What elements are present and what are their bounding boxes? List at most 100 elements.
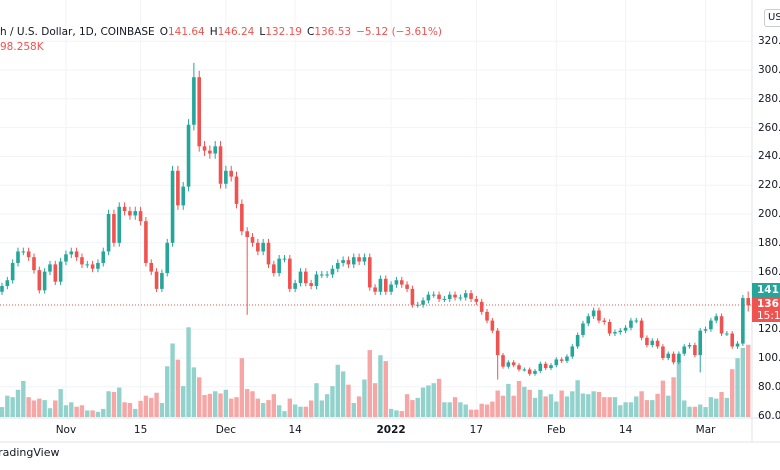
chart-legend: h / U.S. Dollar, 1D, COINBASE O141.64 H146…	[0, 26, 447, 53]
candle	[341, 256, 345, 267]
candle	[581, 320, 585, 338]
candle-body	[37, 270, 42, 291]
candle-body	[389, 284, 393, 292]
candle-body	[64, 254, 68, 262]
volume-bar	[255, 398, 261, 417]
candle	[5, 276, 10, 290]
candle-body	[53, 264, 58, 282]
candle	[474, 295, 479, 305]
volume-bar	[500, 395, 506, 417]
volume-bar	[634, 396, 639, 417]
volume-bar	[442, 402, 447, 417]
candle-body	[549, 365, 553, 369]
candle	[378, 275, 383, 295]
volume-bar	[511, 395, 516, 417]
volume-bar	[596, 392, 602, 417]
candle-body	[346, 260, 351, 265]
low-value: 132.19	[265, 26, 302, 38]
volume-bar	[543, 396, 548, 417]
candle	[661, 344, 665, 361]
candle	[442, 295, 447, 303]
candle-body	[90, 264, 95, 269]
candle-body	[106, 214, 111, 252]
candle	[288, 254, 292, 293]
candle	[437, 291, 441, 303]
candle	[389, 281, 393, 295]
y-tick-label: 160.00	[758, 265, 780, 278]
candle	[112, 209, 116, 247]
candle	[725, 330, 729, 337]
candle	[117, 202, 122, 247]
candle-body	[272, 264, 276, 274]
volume-bar	[69, 402, 74, 417]
volume-bar	[159, 403, 165, 417]
volume-bar	[586, 394, 591, 417]
candle	[453, 291, 457, 301]
candle	[96, 259, 100, 273]
candle-body	[144, 221, 148, 263]
candle	[373, 284, 377, 295]
candle-body	[234, 176, 239, 204]
volume-bar	[580, 393, 586, 417]
tradingview-brand[interactable]: TradingView	[0, 446, 60, 459]
volume-bar	[618, 405, 623, 417]
candle-body	[703, 329, 708, 331]
volume-bar	[308, 400, 314, 417]
y-tick-label: 240.00	[758, 150, 780, 163]
candle	[42, 268, 47, 294]
volume-bar	[63, 405, 69, 417]
candle	[213, 140, 217, 159]
candle-body	[453, 294, 457, 298]
candle	[549, 363, 553, 371]
candle	[133, 206, 138, 220]
candle-body	[447, 294, 452, 299]
last-price-value: 136.53	[757, 298, 780, 310]
candle-body	[282, 258, 287, 260]
candle-body	[522, 369, 527, 371]
volume-bar	[362, 379, 367, 417]
currency-button[interactable]: USD	[764, 9, 780, 27]
candle-body	[639, 320, 644, 338]
symbol-title[interactable]: h / U.S. Dollar, 1D, COINBASE	[0, 26, 155, 38]
volume-bar	[564, 396, 570, 417]
candle	[458, 294, 463, 301]
candle-body	[192, 77, 196, 125]
volume-bar	[575, 380, 580, 417]
candle-body	[410, 288, 415, 305]
candle	[53, 260, 58, 285]
volume-bar	[244, 389, 250, 417]
candle-body	[261, 242, 265, 252]
volume-bar	[175, 359, 181, 417]
candle-body	[405, 284, 409, 289]
candle-body	[469, 293, 473, 299]
volume-bar	[426, 385, 431, 417]
candle	[645, 335, 649, 348]
volume-bar	[612, 397, 618, 417]
candle-body	[591, 310, 596, 317]
candle	[304, 268, 308, 287]
volume-bar	[74, 406, 79, 417]
candle	[714, 313, 719, 324]
candle	[431, 291, 436, 298]
candle	[330, 265, 335, 278]
volume-bar	[607, 397, 612, 417]
candle-body	[304, 271, 308, 284]
candle-body	[746, 298, 750, 306]
candle	[224, 165, 228, 189]
candle-body	[208, 150, 212, 154]
candle	[0, 282, 4, 295]
volume-bar	[570, 391, 575, 417]
candle-body	[335, 262, 340, 269]
volume-bar	[490, 401, 495, 417]
candle	[74, 247, 79, 261]
candle-body	[437, 294, 441, 299]
last-price-tag: 136.53 15:1	[752, 298, 780, 322]
candle-body	[197, 77, 202, 147]
candle	[64, 250, 68, 266]
candle	[719, 313, 724, 337]
volume-bar	[37, 398, 42, 417]
candle-body	[730, 333, 735, 347]
candle-body	[570, 346, 575, 357]
volume-bar	[117, 387, 122, 417]
